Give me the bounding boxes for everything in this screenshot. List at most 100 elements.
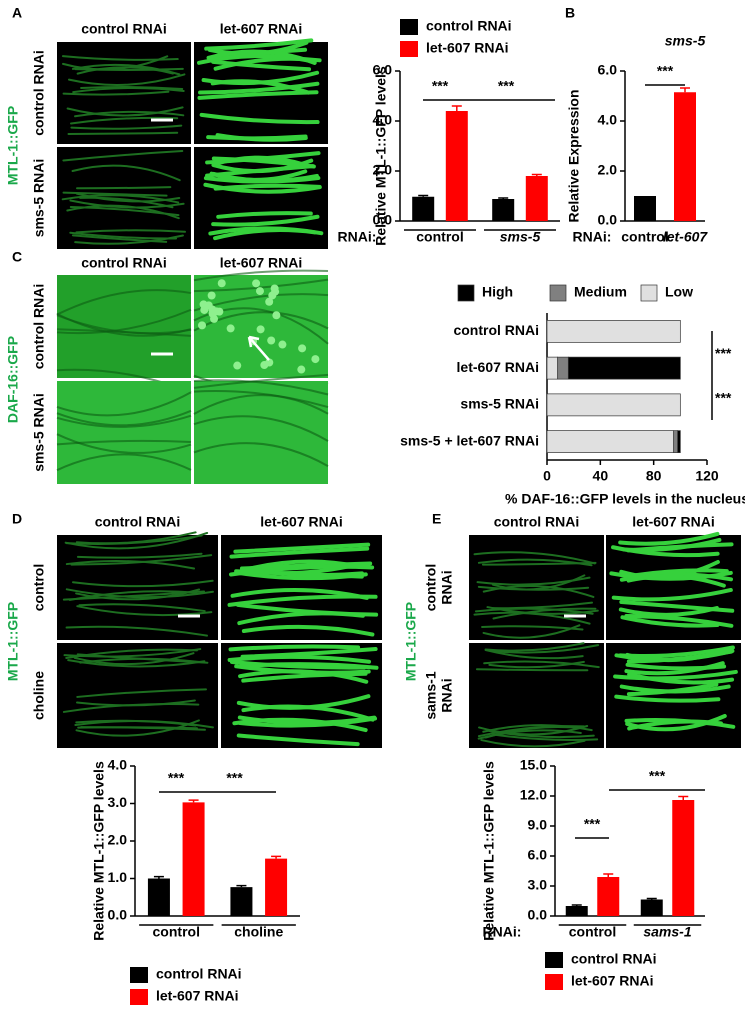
- x-prefix: RNAi:: [338, 229, 377, 245]
- y-tick-label: 6.0: [373, 62, 393, 78]
- worm: [71, 579, 214, 588]
- worm: [76, 688, 207, 698]
- column-header: control RNAi: [95, 514, 181, 530]
- bar-segment: [546, 356, 559, 380]
- worm: [627, 672, 735, 685]
- x-prefix: RNAi:: [483, 924, 522, 940]
- micrograph: [56, 381, 192, 484]
- worm: [618, 606, 719, 617]
- legend-swatch: [457, 284, 475, 302]
- y-tick-label: 2.0: [108, 832, 128, 848]
- worm: [69, 199, 185, 209]
- significance: ***: [498, 78, 515, 94]
- micrograph: [56, 275, 192, 393]
- worm: [233, 542, 371, 554]
- row-label: control RNAi: [31, 284, 47, 370]
- x-tick-label: sams-1: [643, 924, 691, 940]
- worm: [62, 150, 184, 162]
- row-label: control RNAi: [31, 50, 47, 136]
- bar: [672, 800, 695, 916]
- worm: [211, 214, 320, 227]
- x-tick-label: control: [569, 924, 616, 940]
- legend-label: let-607 RNAi: [426, 40, 508, 56]
- legend-label: control RNAi: [156, 966, 242, 982]
- column-header: control RNAi: [81, 255, 167, 271]
- worm-edge: [56, 308, 192, 335]
- worm: [490, 644, 600, 654]
- worm: [227, 654, 372, 664]
- worm: [65, 648, 199, 659]
- y-axis-label: Relative Expression: [566, 89, 582, 222]
- worm: [614, 694, 721, 703]
- worm-edge: [56, 439, 192, 446]
- worm: [74, 110, 185, 118]
- worm: [74, 720, 214, 729]
- x-tick-label: 80: [646, 468, 662, 484]
- worm: [78, 603, 206, 613]
- image-background: [194, 381, 328, 484]
- micrograph: [193, 373, 329, 484]
- worm: [206, 49, 317, 65]
- worm: [68, 73, 186, 86]
- nucleus: [204, 301, 213, 310]
- worm: [235, 602, 379, 617]
- y-tick-label: 12.0: [520, 787, 547, 803]
- worm: [611, 545, 720, 558]
- x-tick-label: control: [153, 924, 200, 940]
- bar-segment: [557, 356, 569, 380]
- worm-edge: [193, 379, 329, 396]
- worm: [74, 234, 184, 245]
- y-tick-label: 0.0: [373, 212, 393, 228]
- worm: [211, 59, 312, 72]
- panel-label: E: [432, 511, 441, 527]
- worm: [241, 624, 375, 637]
- legend-label: let-607 RNAi: [156, 988, 238, 1004]
- nucleus: [265, 297, 274, 306]
- legend-label: Medium: [574, 284, 627, 300]
- worm: [77, 726, 198, 730]
- legend-swatch: [549, 284, 567, 302]
- micrograph: [469, 642, 604, 748]
- nucleus: [260, 361, 269, 370]
- worm: [484, 642, 585, 652]
- y-tick-label: 6.0: [528, 847, 548, 863]
- worm: [230, 588, 369, 600]
- worm: [476, 576, 591, 586]
- worm: [65, 534, 203, 545]
- y-tick-label: 4.0: [373, 112, 393, 128]
- y-tick-label: 0.0: [598, 212, 618, 228]
- worm-edge: [56, 328, 192, 337]
- worm: [482, 724, 593, 733]
- bar: [445, 111, 468, 221]
- worm: [73, 652, 195, 666]
- worm: [238, 669, 369, 684]
- reporter-label: MTL-1::GFP: [5, 602, 21, 681]
- worm: [484, 649, 584, 660]
- worm-edge: [56, 414, 192, 428]
- worm: [76, 552, 203, 559]
- micrograph: [57, 147, 191, 249]
- column-header: let-607 RNAi: [220, 21, 302, 37]
- worm: [62, 90, 170, 96]
- worm-edge: [193, 311, 329, 332]
- x-axis-label: % DAF-16::GFP levels in the nucleus: [505, 491, 745, 507]
- worm: [209, 169, 308, 182]
- micrograph: [221, 535, 382, 640]
- bar-segment: [673, 430, 679, 453]
- worm: [625, 662, 727, 671]
- micrograph: [194, 38, 328, 144]
- y-tick-label: control RNAi: [453, 322, 539, 338]
- significance: ***: [168, 770, 185, 786]
- worm: [241, 671, 368, 683]
- column-header: let-607 RNAi: [632, 514, 714, 530]
- worm-edge: [56, 453, 192, 472]
- y-tick-label: 9.0: [528, 817, 548, 833]
- significance: ***: [226, 770, 243, 786]
- bar: [640, 899, 663, 916]
- nucleus: [211, 307, 220, 316]
- worm: [199, 112, 320, 125]
- nucleus: [210, 314, 219, 323]
- significance: ***: [715, 390, 732, 406]
- worm-edge: [193, 269, 329, 282]
- significance: ***: [584, 816, 601, 832]
